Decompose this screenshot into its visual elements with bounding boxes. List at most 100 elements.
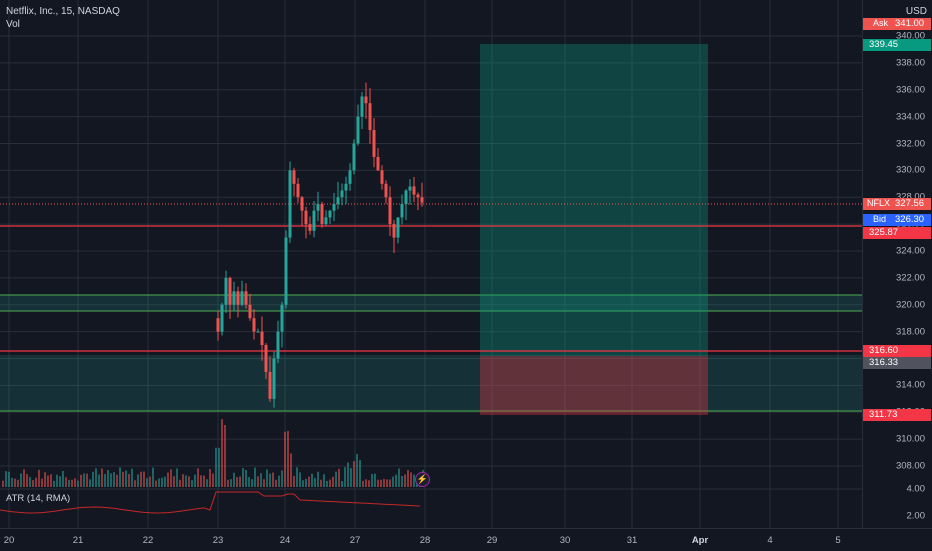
chart-legend[interactable]: Netflix, Inc., 15, NASDAQ Vol bbox=[6, 5, 120, 31]
volume-bar bbox=[86, 473, 88, 487]
volume-bar bbox=[332, 476, 334, 487]
candle-body bbox=[220, 304, 224, 332]
candle-body bbox=[360, 96, 364, 117]
volume-bar bbox=[83, 473, 85, 487]
candle-body bbox=[316, 203, 320, 211]
candle-body bbox=[248, 304, 252, 319]
target-price-badge: 339.45 bbox=[863, 39, 931, 51]
volume-bar bbox=[167, 472, 169, 487]
candle-body bbox=[324, 217, 328, 225]
volume-bar bbox=[65, 477, 67, 487]
volume-bar bbox=[260, 473, 262, 487]
volume-bar bbox=[134, 480, 136, 487]
volume-bar bbox=[407, 470, 409, 487]
atr-legend[interactable]: ATR (14, RMA) bbox=[6, 493, 71, 504]
volume-bar bbox=[14, 478, 16, 487]
candle-body bbox=[368, 103, 372, 131]
candle-body bbox=[308, 224, 312, 231]
currency-label[interactable]: USD bbox=[905, 6, 927, 17]
price-chart[interactable] bbox=[0, 0, 862, 528]
candlesticks bbox=[216, 82, 424, 408]
volume-bar bbox=[44, 472, 46, 487]
price-tick: 338.00 bbox=[895, 57, 925, 69]
time-tick: 4 bbox=[767, 535, 773, 546]
volume-bar bbox=[23, 469, 25, 487]
volume-bar bbox=[350, 468, 352, 487]
candle-body bbox=[312, 210, 316, 231]
volume-bar bbox=[311, 473, 313, 487]
candle-body bbox=[236, 291, 240, 305]
volume-bar bbox=[209, 469, 211, 487]
volume-bar bbox=[362, 480, 364, 487]
volume-bar bbox=[266, 469, 268, 487]
price-tick: 308.00 bbox=[895, 460, 925, 472]
volume-bar bbox=[116, 474, 118, 487]
volume-bar bbox=[308, 476, 310, 487]
atr-tick: 2.00 bbox=[906, 510, 926, 522]
bid-tag: Bid bbox=[869, 214, 891, 225]
volume-bar bbox=[248, 477, 250, 487]
candle-body bbox=[408, 186, 412, 191]
volume-bar bbox=[371, 474, 373, 487]
price-tick: 330.00 bbox=[895, 164, 925, 176]
volume-bar bbox=[359, 460, 361, 487]
price-tick: 322.00 bbox=[895, 272, 925, 284]
volume-bar bbox=[386, 479, 388, 487]
candle-body bbox=[416, 194, 420, 198]
time-axis[interactable]: 20 21 22 23 24 27 28 29 30 31 Apr 4 5 bbox=[0, 528, 932, 551]
volume-bar bbox=[32, 480, 34, 487]
candle-body bbox=[380, 170, 384, 184]
volume-bar bbox=[113, 472, 115, 487]
volume-bar bbox=[110, 473, 112, 487]
lightning-bolt-icon[interactable]: ⚡ bbox=[415, 472, 430, 487]
candle-body bbox=[332, 203, 336, 211]
candle-body bbox=[320, 203, 324, 225]
candle-body bbox=[296, 183, 300, 198]
candle-body bbox=[304, 210, 308, 225]
entry-value: 316.60 bbox=[869, 345, 899, 356]
volume-bar bbox=[221, 419, 223, 487]
volume-bar bbox=[68, 479, 70, 487]
volume-bar bbox=[230, 479, 232, 487]
volume-bar bbox=[185, 475, 187, 487]
candle-body bbox=[232, 291, 236, 305]
volume-bar bbox=[155, 480, 157, 487]
time-tick: 5 bbox=[835, 535, 841, 546]
volume-bar bbox=[254, 467, 256, 487]
volume-bar bbox=[11, 477, 13, 487]
candle-body bbox=[224, 277, 228, 305]
volume-bar bbox=[50, 474, 52, 487]
volume-bar bbox=[146, 478, 148, 487]
volume-bar bbox=[143, 471, 145, 487]
volume-bar bbox=[182, 474, 184, 487]
candle-body bbox=[328, 210, 332, 218]
candle-body bbox=[336, 197, 340, 204]
volume-bar bbox=[125, 470, 127, 487]
volume-bar bbox=[383, 478, 385, 487]
volume-bar bbox=[77, 480, 79, 487]
stop-price-badge: 311.73 bbox=[863, 409, 931, 421]
volume-legend[interactable]: Vol bbox=[6, 19, 20, 30]
long-position-profit-area bbox=[480, 44, 708, 356]
symbol-title[interactable]: Netflix, Inc., 15, NASDAQ bbox=[6, 6, 120, 17]
candle-body bbox=[356, 116, 360, 144]
volume-bar bbox=[245, 469, 247, 487]
volume-bar bbox=[38, 469, 40, 487]
price-axis[interactable]: USD 340.00 338.00 336.00 334.00 332.00 330.00… bbox=[862, 0, 932, 528]
volume-bar bbox=[2, 480, 4, 487]
volume-bar bbox=[92, 471, 94, 487]
candle-body bbox=[384, 183, 388, 198]
volume-bar bbox=[296, 467, 298, 487]
chart-grid bbox=[0, 0, 862, 528]
time-tick: 27 bbox=[349, 535, 361, 546]
volume-bar bbox=[377, 479, 379, 487]
volume-bar bbox=[365, 479, 367, 487]
volume-bar bbox=[224, 424, 226, 487]
volume-bar bbox=[380, 479, 382, 487]
volume-bar bbox=[89, 479, 91, 487]
volume-bar bbox=[173, 476, 175, 487]
candle-body bbox=[348, 170, 352, 184]
volume-bar bbox=[62, 470, 64, 487]
candle-body bbox=[300, 197, 304, 211]
volume-bar bbox=[80, 474, 82, 487]
